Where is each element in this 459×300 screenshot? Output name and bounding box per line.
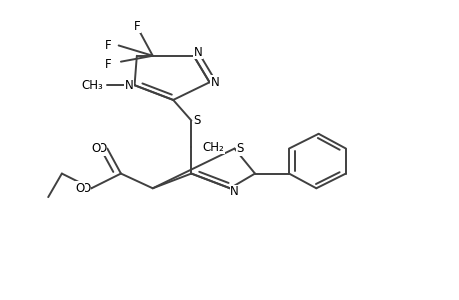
Text: O: O xyxy=(75,182,84,195)
Text: CH₃: CH₃ xyxy=(81,79,102,92)
Text: N: N xyxy=(210,76,219,89)
Text: N: N xyxy=(193,46,202,59)
Text: F: F xyxy=(105,58,112,71)
Text: O: O xyxy=(91,142,100,155)
Text: CH₂: CH₂ xyxy=(202,141,224,154)
Text: O: O xyxy=(81,182,90,195)
Text: F: F xyxy=(105,39,112,52)
Text: S: S xyxy=(193,114,200,127)
Text: S: S xyxy=(236,142,243,155)
Text: N: N xyxy=(230,185,238,198)
Text: N: N xyxy=(124,79,133,92)
Text: F: F xyxy=(133,20,140,33)
Text: O: O xyxy=(97,142,106,155)
